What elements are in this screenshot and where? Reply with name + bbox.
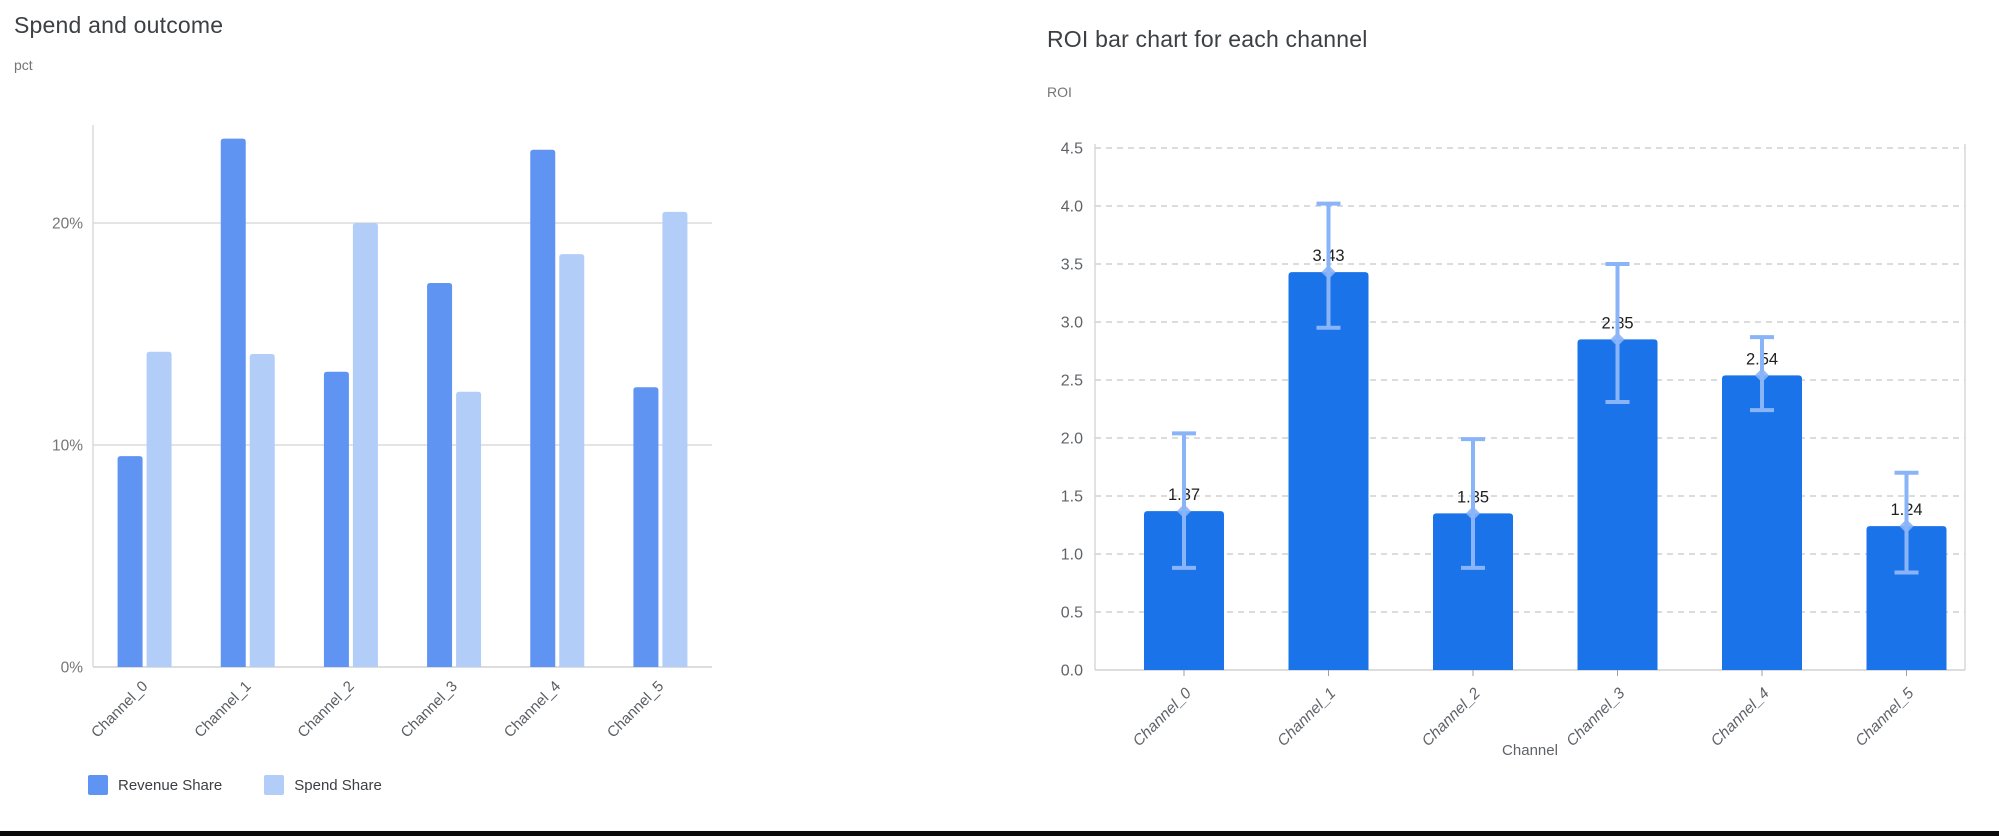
- bar-spend-share-channel-2[interactable]: [352, 223, 378, 667]
- error-bar-channel-3: [1605, 262, 1630, 405]
- bar-roi-channel-5[interactable]: [1866, 526, 1947, 670]
- y-tick-3.0: 3.0: [1061, 315, 1083, 332]
- error-bar-channel-1: [1316, 201, 1341, 330]
- bar-spend-share-channel-4[interactable]: [559, 254, 585, 667]
- bar-revenue-share-channel-3[interactable]: [427, 282, 453, 667]
- error-bar-channel-0: [1172, 431, 1196, 570]
- bar-roi-channel-1[interactable]: [1288, 272, 1369, 670]
- revenue-share-label: Revenue Share: [118, 776, 223, 794]
- bar-spend-share-channel-0[interactable]: [146, 351, 172, 667]
- roi-y-axis-unit: ROI: [1047, 84, 1072, 100]
- y-tick-0.0: 0.0: [1061, 663, 1083, 680]
- bar-revenue-share-channel-4[interactable]: [530, 149, 556, 668]
- x-tick-channel-3: Channel_3: [398, 678, 461, 741]
- error-bar-channel-2: [1461, 437, 1485, 570]
- y-tick-10%: 10%: [52, 437, 83, 454]
- y-tick-0.5: 0.5: [1061, 605, 1083, 622]
- bar-revenue-share-channel-5[interactable]: [633, 387, 659, 667]
- x-tick-channel-0: Channel_0: [88, 678, 151, 741]
- y-tick-2.5: 2.5: [1061, 373, 1083, 390]
- bar-revenue-share-channel-1[interactable]: [220, 138, 246, 667]
- spend-outcome-y-axis-unit: pct: [14, 57, 33, 73]
- spend-outcome-chart-title: Spend and outcome: [14, 12, 224, 38]
- bar-roi-channel-2[interactable]: [1433, 513, 1513, 670]
- y-tick-4.0: 4.0: [1061, 199, 1083, 216]
- bar-roi-channel-4[interactable]: [1722, 375, 1802, 670]
- y-tick-1.5: 1.5: [1061, 489, 1083, 506]
- legend-item-revenue-share[interactable]: Revenue Share: [88, 775, 222, 795]
- spend-outcome-legend: Revenue Share Spend Share: [88, 775, 424, 795]
- bar-spend-share-channel-5[interactable]: [662, 211, 688, 667]
- y-tick-4.5: 4.5: [1061, 141, 1083, 158]
- roi-chart-title: ROI bar chart for each channel: [1047, 26, 1368, 52]
- x-tick-channel-2: Channel_2: [1419, 685, 1484, 750]
- bar-revenue-share-channel-0[interactable]: [117, 456, 143, 667]
- x-tick-channel-1: Channel_1: [1274, 685, 1339, 750]
- spend-share-swatch: [264, 775, 285, 795]
- bar-roi-channel-3[interactable]: [1577, 339, 1658, 670]
- error-bar-channel-4: [1750, 335, 1774, 413]
- y-tick-0%: 0%: [61, 659, 84, 676]
- legend-item-spend-share[interactable]: Spend Share: [264, 775, 382, 795]
- x-tick-channel-2: Channel_2: [294, 678, 357, 741]
- spend-outcome-plot: 0% 10% 20% Channel_0 Channel_1 Channel_2 Chann…: [52, 125, 712, 741]
- error-bar-channel-5: [1894, 470, 1919, 575]
- y-tick-3.5: 3.5: [1061, 257, 1083, 274]
- bar-revenue-share-channel-2[interactable]: [323, 371, 349, 667]
- x-tick-channel-1: Channel_1: [191, 678, 254, 741]
- roi-x-axis-title: Channel: [1502, 742, 1558, 759]
- x-tick-channel-3: Channel_3: [1563, 685, 1628, 750]
- y-tick-20%: 20%: [52, 215, 83, 232]
- bar-spend-share-channel-3[interactable]: [456, 391, 482, 667]
- roi-plot: 0.00.51.01.52.02.53.03.54.04.51.37Channe…: [1061, 141, 1966, 750]
- x-tick-channel-4: Channel_4: [501, 678, 564, 741]
- window-bottom-border: [0, 831, 1999, 836]
- y-tick-2.0: 2.0: [1061, 431, 1083, 448]
- x-tick-channel-0: Channel_0: [1130, 685, 1195, 750]
- bar-roi-channel-0[interactable]: [1144, 511, 1224, 670]
- x-tick-channel-5: Channel_5: [1852, 685, 1917, 750]
- bar-spend-share-channel-1[interactable]: [249, 353, 275, 667]
- spend-share-label: Spend Share: [294, 776, 382, 794]
- x-tick-channel-4: Channel_4: [1708, 685, 1773, 750]
- revenue-share-swatch: [88, 775, 108, 795]
- x-tick-channel-5: Channel_5: [604, 678, 667, 741]
- y-tick-1.0: 1.0: [1061, 547, 1083, 564]
